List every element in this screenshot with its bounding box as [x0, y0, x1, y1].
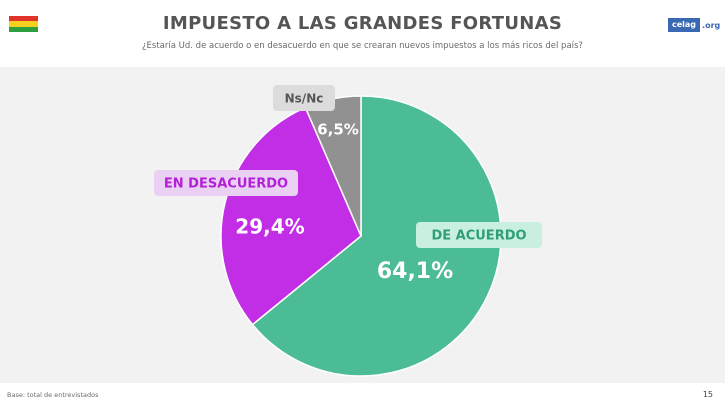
slice-value-label-3: 6,5% [317, 121, 359, 139]
category-label-box-1 [416, 222, 542, 248]
bolivia-flag-icon [9, 16, 38, 32]
slice-value-label-1: 64,1% [377, 259, 453, 284]
pie-slice-1 [251, 95, 502, 377]
category-label-box-2 [154, 170, 298, 196]
flag-stripe-green [9, 26, 38, 32]
flag-stripe-red [9, 16, 38, 22]
celag-logo: celag .org [668, 18, 720, 32]
slice-value-label-2: 29,4% [235, 215, 304, 239]
flag-stripe-yellow [9, 21, 38, 27]
logo-ext: .org [702, 20, 721, 30]
chart-title: IMPUESTO A LAS GRANDES FORTUNAS [162, 13, 563, 34]
pie-slice-2 [220, 106, 362, 326]
category-label-1: DE ACUERDO [431, 229, 526, 244]
logo-main: celag [668, 18, 701, 32]
base-note: Base: total de entrevistados [7, 391, 99, 399]
chart-subtitle: ¿Estaría Ud. de acuerdo o en desacuerdo … [142, 41, 583, 51]
category-label-2: EN DESACUERDO [164, 177, 288, 192]
page-number: 15 [702, 390, 713, 399]
category-label-box-3 [273, 85, 335, 111]
category-label-3: Ns/Nc [285, 92, 324, 106]
